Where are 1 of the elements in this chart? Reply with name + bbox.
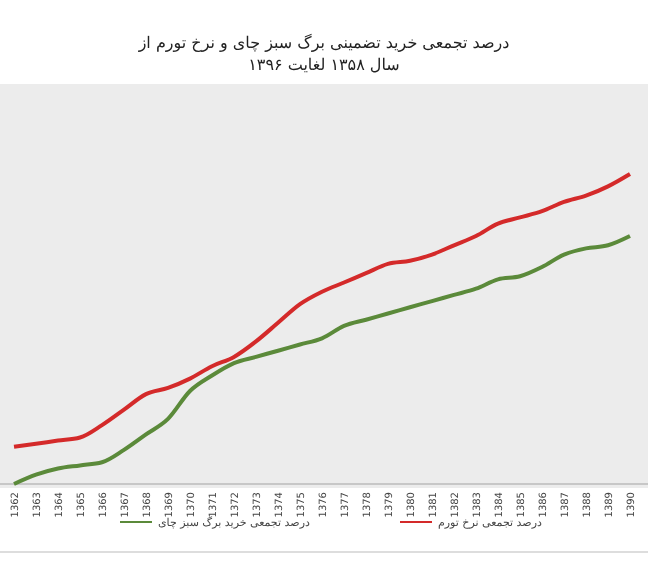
chart-title: درصد تجمعی خرید تضمینی برگ سبز چای و نرخ تورم از سال ۱۳۵۸ لغایت ۱۳۹۶: [136, 32, 511, 74]
